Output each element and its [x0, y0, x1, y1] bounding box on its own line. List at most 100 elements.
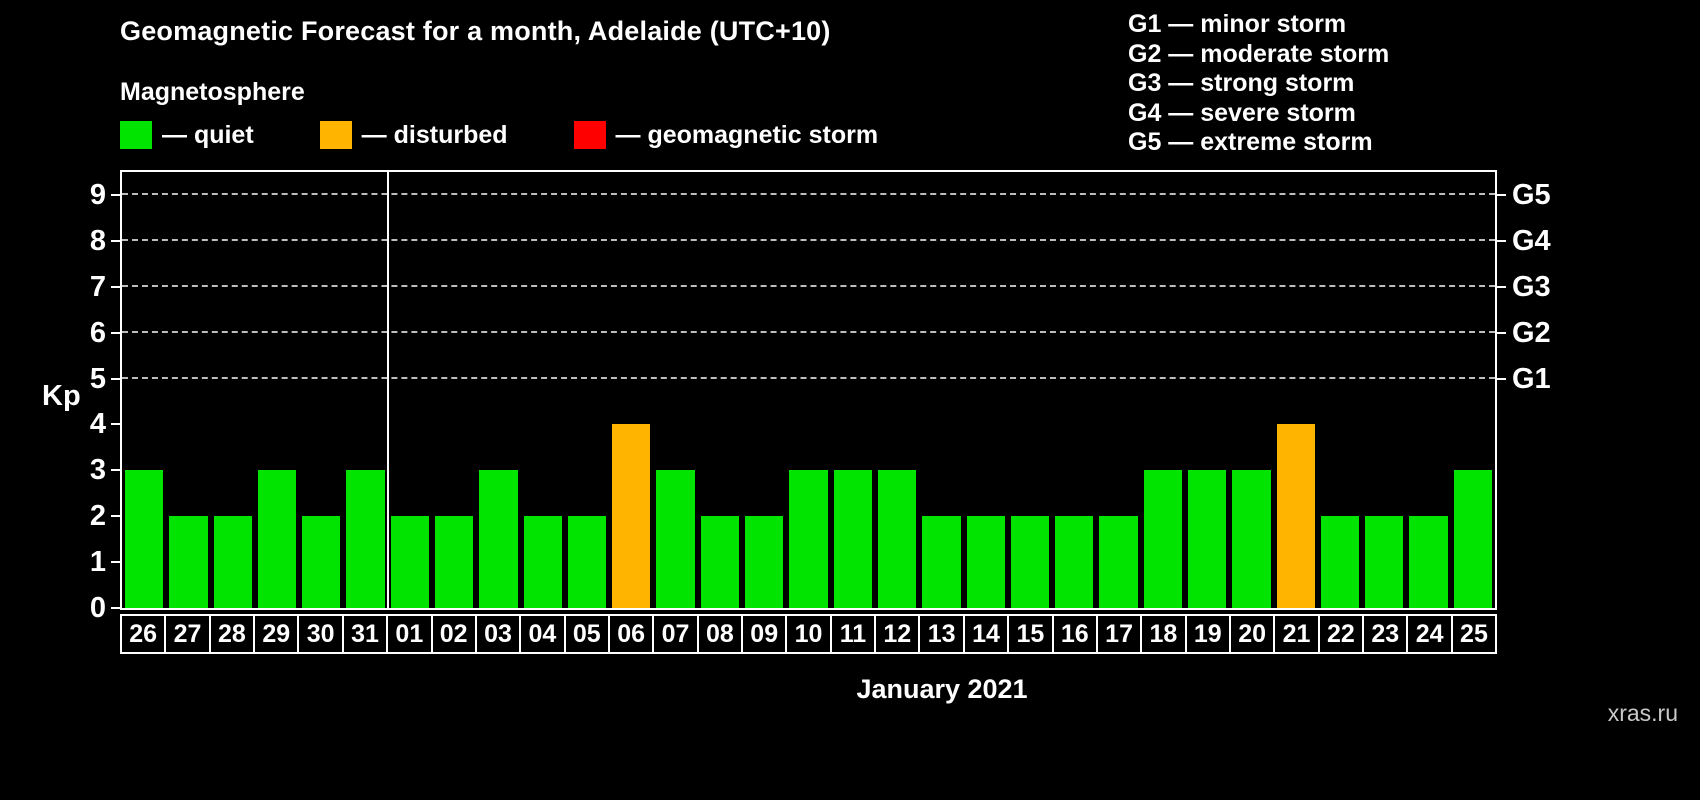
bar-day-13: [922, 516, 961, 608]
y-tick-label-7: 7: [89, 270, 106, 303]
bar-day-10: [789, 470, 828, 608]
chart-title: Geomagnetic Forecast for a month, Adelai…: [120, 16, 831, 46]
storm-scale-legend: G1 — minor storm G2 — moderate storm G3 — …: [1128, 10, 1389, 158]
watermark: xras.ru: [1607, 700, 1678, 726]
day-box-28: 28: [211, 616, 256, 652]
month-label: January 2021: [856, 674, 1028, 704]
y-tick-mark-4: [111, 423, 120, 426]
bar-day-24: [1409, 516, 1448, 608]
legend-swatch-storm: [573, 121, 606, 149]
day-box-14: 14: [965, 616, 1010, 652]
day-box-06: 06: [610, 616, 655, 652]
legend-label-quiet: — quiet: [162, 120, 254, 149]
storm-scale-line-G4: G4 — severe storm: [1128, 98, 1356, 127]
day-box-10: 10: [787, 616, 832, 652]
kp-axis-title: Kp: [42, 380, 81, 412]
kp-legend: — quiet — disturbed — geomagnetic storm: [120, 118, 944, 152]
legend-label-storm: — geomagnetic storm: [615, 120, 879, 149]
bar-day-16: [1055, 516, 1094, 608]
gridline-kp8: [122, 238, 1495, 241]
bar-day-29: [257, 470, 297, 608]
day-box-16: 16: [1054, 616, 1098, 652]
y-tick-label-4: 4: [89, 408, 106, 441]
g-tick-label-G4: G4: [1512, 224, 1551, 257]
day-box-04: 04: [521, 616, 566, 652]
day-box-20: 20: [1231, 616, 1276, 652]
bar-day-21: [1276, 424, 1315, 608]
legend-item-quiet: — quiet: [120, 121, 254, 150]
legend-item-disturbed: — disturbed: [319, 120, 508, 150]
bar-day-07: [656, 470, 695, 608]
bar-day-04: [523, 516, 562, 608]
y-tick-label-9: 9: [89, 178, 106, 211]
day-box-22: 22: [1320, 616, 1365, 652]
g-tick-mark-G2: [1497, 331, 1506, 334]
bar-day-09: [745, 516, 784, 608]
gridline-kp6: [122, 330, 1495, 333]
bar-day-03: [479, 470, 518, 608]
day-box-31: 31: [344, 616, 389, 652]
y-tick-mark-5: [111, 377, 120, 380]
g-tick-mark-G1: [1497, 377, 1506, 380]
storm-scale-line-G5: G5 — extreme storm: [1128, 128, 1373, 156]
gridline-kp7: [122, 284, 1495, 287]
legend-item-storm: — geomagnetic storm: [573, 120, 879, 150]
bar-day-01: [390, 516, 430, 608]
g-tick-label-G1: G1: [1512, 362, 1551, 395]
day-box-30: 30: [299, 616, 344, 652]
g-tick-mark-G5: [1497, 193, 1506, 196]
day-box-17: 17: [1098, 616, 1143, 652]
bar-day-11: [833, 470, 872, 608]
day-box-26: 26: [122, 616, 167, 652]
day-box-19: 19: [1187, 616, 1231, 652]
g-tick-label-G5: G5: [1512, 178, 1551, 211]
magnetosphere-label: Magnetosphere: [120, 78, 305, 106]
day-box-25: 25: [1460, 619, 1488, 648]
bar-day-26: [125, 470, 164, 608]
bar-day-06: [612, 424, 651, 608]
y-tick-label-6: 6: [89, 316, 106, 349]
bar-day-15: [1010, 516, 1050, 608]
bar-day-18: [1143, 470, 1182, 608]
legend-label-disturbed: — disturbed: [361, 120, 508, 149]
day-box-05: 05: [566, 616, 610, 652]
day-box-01: 01: [388, 616, 433, 652]
bar-day-12: [877, 470, 917, 608]
bar-day-05: [567, 516, 607, 608]
y-tick-label-8: 8: [89, 224, 106, 257]
g-tick-label-G3: G3: [1512, 270, 1551, 303]
y-tick-mark-7: [111, 285, 120, 288]
bar-day-19: [1187, 470, 1227, 608]
day-axis: 26 27 28 29 30 31 01 02 03 04 05 06 07 08 09 10 11 12 13 14…: [120, 614, 1497, 654]
y-tick-mark-3: [111, 469, 120, 472]
bar-day-25: [1453, 470, 1492, 608]
bar-day-20: [1232, 470, 1271, 608]
day-box-03: 03: [477, 616, 522, 652]
day-box-11: 11: [832, 616, 877, 652]
y-tick-label-5: 5: [89, 362, 106, 395]
day-box-23: 23: [1364, 616, 1409, 652]
bar-day-22: [1320, 516, 1360, 608]
storm-scale-line-G3: G3 — strong storm: [1128, 69, 1355, 97]
bar-day-23: [1365, 516, 1404, 608]
bar-day-27: [169, 516, 208, 608]
y-tick-mark-0: [111, 607, 120, 609]
day-box-18: 18: [1142, 616, 1187, 652]
gridline-kp9: [122, 192, 1495, 195]
bar-day-30: [302, 516, 341, 608]
day-box-12: 12: [876, 616, 921, 652]
bar-day-28: [213, 516, 252, 608]
y-tick-mark-2: [111, 515, 120, 518]
day-box-21: 21: [1275, 616, 1320, 652]
day-box-29: 29: [255, 616, 300, 652]
day-box-08: 08: [699, 616, 744, 652]
bar-day-31: [346, 470, 385, 608]
g-tick-label-G2: G2: [1512, 316, 1551, 349]
storm-scale-line-G1: G1 — minor storm: [1128, 10, 1347, 38]
storm-scale-line-G2: G2 — moderate storm: [1128, 39, 1390, 68]
legend-swatch-quiet: [120, 121, 152, 149]
month-separator-line: [386, 172, 389, 608]
y-tick-label-3: 3: [89, 454, 106, 487]
legend-swatch-disturbed: [319, 121, 352, 149]
